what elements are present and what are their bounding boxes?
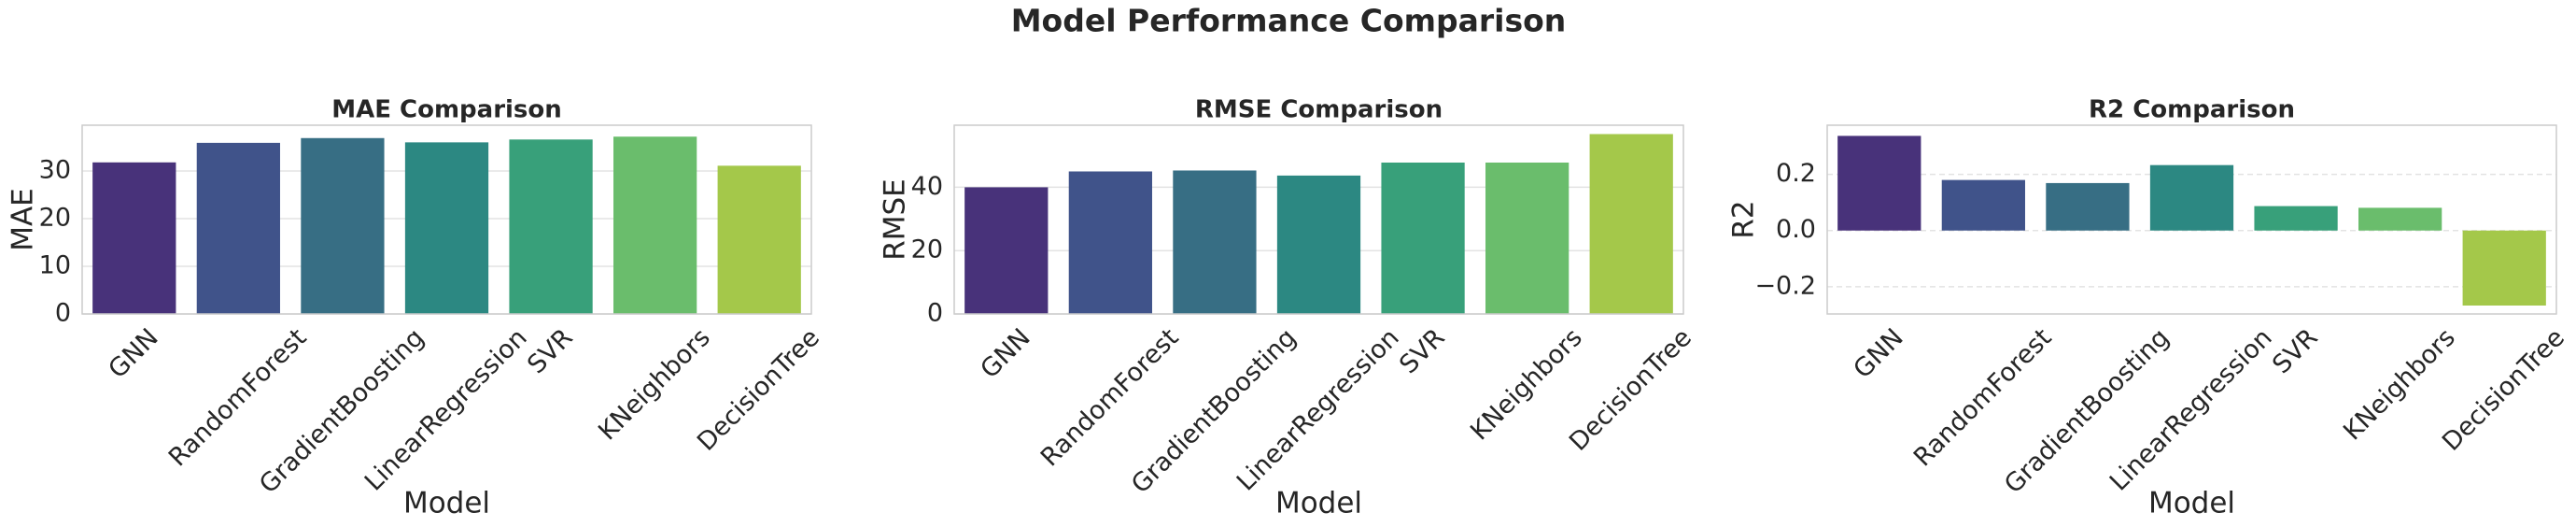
x-tick-label: GNN — [1848, 323, 1908, 384]
y-tick-label: −0.2 — [1754, 271, 1816, 300]
bar — [1173, 170, 1257, 314]
bar — [92, 162, 176, 314]
y-axis-label: R2 — [1727, 200, 1761, 238]
axes-frame — [81, 124, 812, 315]
x-tick-label: KNeighbors — [1465, 323, 1588, 447]
bar — [2149, 164, 2234, 231]
bar — [1485, 162, 1570, 314]
y-tick-label: 20 — [39, 203, 71, 232]
bar — [717, 165, 801, 314]
y-tick-label: 40 — [911, 172, 943, 201]
bar — [613, 136, 697, 314]
bar — [964, 187, 1049, 314]
bar — [1276, 175, 1361, 314]
bar — [2358, 207, 2442, 231]
y-tick-label: 30 — [39, 155, 71, 184]
y-tick-label: 0 — [927, 299, 943, 328]
bar — [301, 137, 385, 314]
axes-frame — [953, 124, 1684, 315]
x-axis-label: Model — [1275, 487, 1362, 520]
y-tick-label: 10 — [39, 250, 71, 279]
x-tick-label: GNN — [103, 323, 163, 384]
bar — [1941, 179, 2025, 231]
bar — [2046, 182, 2130, 231]
bar — [2462, 230, 2546, 306]
subplot-title: MAE Comparison — [331, 96, 562, 124]
x-tick-label: SVR — [1394, 323, 1450, 379]
bar — [1837, 135, 1921, 231]
x-axis-label: Model — [2148, 487, 2235, 520]
axes-frame — [1826, 124, 2557, 315]
y-tick-label: 0.2 — [1776, 159, 1816, 188]
y-tick-label: 0 — [55, 299, 71, 328]
y-axis-label: RMSE — [879, 178, 912, 261]
y-tick-label: 20 — [911, 235, 943, 264]
bar — [1068, 171, 1152, 314]
x-tick-label: KNeighbors — [2338, 323, 2461, 447]
bar — [196, 142, 280, 314]
x-tick-label: SVR — [522, 323, 578, 379]
y-tick-label: 0.0 — [1776, 215, 1816, 244]
y-axis-label: MAE — [7, 188, 40, 251]
x-axis-label: Model — [403, 487, 490, 520]
x-tick-label: GNN — [975, 323, 1035, 384]
subplot-title: R2 Comparison — [2089, 96, 2295, 124]
bar — [509, 139, 593, 314]
bar — [1589, 134, 1673, 314]
bar — [2254, 206, 2338, 231]
bar — [1381, 162, 1465, 314]
bar — [404, 142, 489, 314]
figure-title: Model Performance Comparison — [1011, 3, 1567, 39]
x-tick-label: SVR — [2267, 323, 2323, 379]
subplot-title: RMSE Comparison — [1195, 96, 1443, 124]
x-tick-label: KNeighbors — [593, 323, 716, 447]
